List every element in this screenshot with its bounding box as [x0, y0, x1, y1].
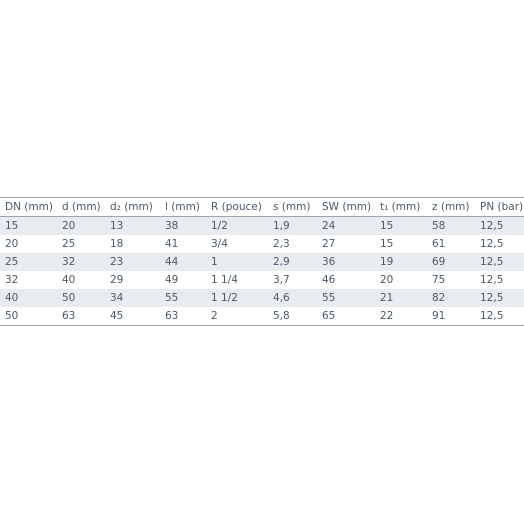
table-cell: 1,9 — [273, 220, 290, 232]
table-cell: 36 — [322, 256, 336, 268]
table-cell: 20 — [5, 238, 19, 250]
table-row: 50 63 45 63 2 5,8 65 22 91 12,5 — [0, 307, 524, 326]
header-cell: z (mm) — [432, 201, 470, 213]
table-cell: 19 — [380, 256, 394, 268]
header-cell: l (mm) — [165, 201, 200, 213]
table-cell: 1 — [211, 256, 218, 268]
table-cell: 2,9 — [273, 256, 290, 268]
table-cell: 40 — [5, 292, 19, 304]
header-cell: DN (mm) — [5, 201, 53, 213]
table-cell: 13 — [110, 220, 124, 232]
table-cell: 29 — [110, 274, 124, 286]
table-cell: 15 — [5, 220, 19, 232]
table-cell: 69 — [432, 256, 446, 268]
header-row: DN (mm) d (mm) d₂ (mm) l (mm) R (pouce) s (mm… — [0, 197, 524, 217]
table-cell: 34 — [110, 292, 124, 304]
table-cell: 75 — [432, 274, 446, 286]
table-cell: 15 — [380, 220, 394, 232]
header-cell: R (pouce) — [211, 201, 262, 213]
table-cell: 49 — [165, 274, 179, 286]
table-cell: 15 — [380, 238, 394, 250]
table-row: 32 40 29 49 1 1/4 3,7 46 20 75 12,5 — [0, 271, 524, 289]
table-cell: 25 — [62, 238, 76, 250]
table-cell: 20 — [62, 220, 76, 232]
header-cell: PN (bar) — [480, 201, 524, 213]
table-head: DN (mm) d (mm) d₂ (mm) l (mm) R (pouce) s (mm… — [0, 197, 524, 217]
table-cell: 24 — [322, 220, 336, 232]
table-cell: 1/2 — [211, 220, 228, 232]
table-cell: 18 — [110, 238, 124, 250]
table-cell: 23 — [110, 256, 124, 268]
table-row: 15 20 13 38 1/2 1,9 24 15 58 12,5 — [0, 216, 524, 235]
table-cell: 32 — [62, 256, 76, 268]
table-cell: 38 — [165, 220, 179, 232]
header-cell: d₂ (mm) — [110, 201, 153, 213]
table-cell: 21 — [380, 292, 394, 304]
table-cell: 55 — [322, 292, 336, 304]
table-cell: 3,7 — [273, 274, 290, 286]
table-cell: 63 — [62, 310, 76, 322]
table-cell: 55 — [165, 292, 179, 304]
table-cell: 27 — [322, 238, 336, 250]
table-cell: 41 — [165, 238, 179, 250]
spec-table: DN (mm) d (mm) d₂ (mm) l (mm) R (pouce) s (mm… — [0, 197, 524, 326]
table-cell: 58 — [432, 220, 446, 232]
table-cell: 40 — [62, 274, 76, 286]
table-cell: 4,6 — [273, 292, 290, 304]
table-cell: 20 — [380, 274, 394, 286]
table-cell: 12,5 — [480, 256, 504, 268]
table-cell: 3/4 — [211, 238, 228, 250]
table-cell: 50 — [62, 292, 76, 304]
table-row: 25 32 23 44 1 2,9 36 19 69 12,5 — [0, 253, 524, 271]
table-cell: 61 — [432, 238, 446, 250]
table-cell: 63 — [165, 310, 179, 322]
table-cell: 32 — [5, 274, 19, 286]
table-cell: 82 — [432, 292, 446, 304]
table-cell: 65 — [322, 310, 336, 322]
table-cell: 2,3 — [273, 238, 290, 250]
table-body: 15 20 13 38 1/2 1,9 24 15 58 12,5 20 25 18 41 3/4 2,3 27… — [0, 216, 524, 326]
table-cell: 25 — [5, 256, 19, 268]
table-cell: 50 — [5, 310, 19, 322]
table-cell: 45 — [110, 310, 124, 322]
table-row: 20 25 18 41 3/4 2,3 27 15 61 12,5 — [0, 235, 524, 253]
table-cell: 12,5 — [480, 238, 504, 250]
table-cell: 12,5 — [480, 274, 504, 286]
header-cell: s (mm) — [273, 201, 311, 213]
table-cell: 5,8 — [273, 310, 290, 322]
table-cell: 12,5 — [480, 310, 504, 322]
table-cell: 12,5 — [480, 292, 504, 304]
table-cell: 12,5 — [480, 220, 504, 232]
table-cell: 46 — [322, 274, 336, 286]
header-cell: d (mm) — [62, 201, 101, 213]
table-cell: 1 1/2 — [211, 292, 238, 304]
header-cell: SW (mm) — [322, 201, 372, 213]
table-cell: 22 — [380, 310, 394, 322]
table-cell: 1 1/4 — [211, 274, 238, 286]
header-cell: t₁ (mm) — [380, 201, 421, 213]
table-cell: 2 — [211, 310, 218, 322]
table-cell: 44 — [165, 256, 179, 268]
table-row: 40 50 34 55 1 1/2 4,6 55 21 82 12,5 — [0, 289, 524, 307]
table-cell: 91 — [432, 310, 446, 322]
